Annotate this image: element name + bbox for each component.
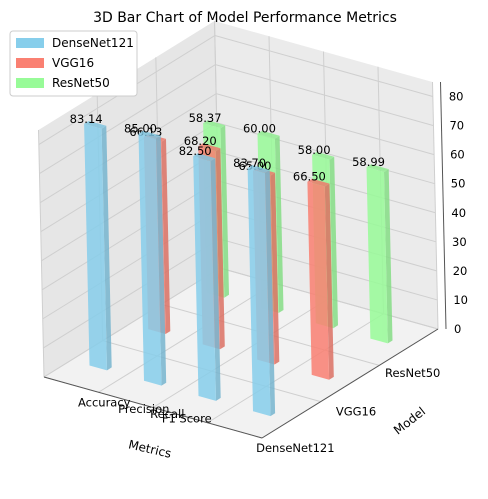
x-tick-label: F1 Score xyxy=(162,411,212,425)
bar-side xyxy=(210,158,221,401)
grid-line-z xyxy=(40,122,218,233)
bar-front xyxy=(138,133,162,386)
z-tick-label: 20 xyxy=(453,264,468,278)
value-label: 83.14 xyxy=(70,112,103,126)
value-label: 66.50 xyxy=(293,170,326,184)
bar-top xyxy=(138,130,161,139)
grid-line-x xyxy=(432,81,439,330)
value-label: 58.00 xyxy=(298,143,331,157)
bar-side xyxy=(215,148,225,350)
legend-swatch-resnet50 xyxy=(16,78,44,88)
legend-label: VGG16 xyxy=(52,56,94,70)
z-tick-label: 80 xyxy=(449,90,464,104)
grid-line-z xyxy=(39,64,216,175)
grid-line-z xyxy=(41,180,219,291)
y-tick-label: VGG16 xyxy=(336,405,376,419)
y-tick-label: DenseNet121 xyxy=(256,441,334,455)
y-tick-label: ResNet50 xyxy=(385,366,440,380)
bar-resnet50-4 xyxy=(366,164,393,344)
bar-densenet121-4 xyxy=(247,165,276,417)
value-label: 60.00 xyxy=(243,122,276,136)
bar-front xyxy=(366,167,388,344)
legend-label: DenseNet121 xyxy=(52,36,134,50)
bar-side xyxy=(220,125,229,298)
x-axis-label: Metrics xyxy=(127,437,173,460)
side-pane xyxy=(38,21,220,377)
bar-top xyxy=(193,153,216,162)
bar-top xyxy=(366,164,389,172)
z-tick-label: 50 xyxy=(451,177,466,191)
chart-title: 3D Bar Chart of Model Performance Metric… xyxy=(93,10,397,26)
bar-side xyxy=(270,172,280,365)
value-label: 68.20 xyxy=(184,134,217,148)
bar-top xyxy=(84,121,107,129)
legend: DenseNet121 VGG16 ResNet50 xyxy=(9,30,138,97)
bar-side xyxy=(156,135,167,386)
bar-side xyxy=(265,170,276,417)
grid-line-y xyxy=(38,129,45,378)
grid-line-x xyxy=(152,298,330,408)
legend-swatch-densenet121 xyxy=(16,38,44,48)
grid-line-z xyxy=(39,93,217,204)
x-tick-label: Recall xyxy=(150,407,184,421)
x-tick-label: Accuracy xyxy=(78,396,131,410)
bar-side xyxy=(161,138,171,334)
bar-densenet121-1 xyxy=(84,121,112,371)
z-tick-label: 70 xyxy=(449,119,464,133)
value-label: 82.50 xyxy=(179,144,212,158)
x-axis-line xyxy=(43,376,263,439)
bar-top xyxy=(247,165,270,173)
grid-line-z xyxy=(41,151,218,262)
bar-front xyxy=(307,181,330,380)
grid-line-z xyxy=(43,238,220,349)
z-tick-label: 0 xyxy=(454,322,461,336)
bar-front xyxy=(193,156,216,401)
z-tick-label: 10 xyxy=(453,293,468,307)
value-label: 83.70 xyxy=(233,156,266,170)
grid-line-z xyxy=(42,209,219,320)
bar-side xyxy=(329,156,338,329)
bar-top xyxy=(312,151,335,160)
y-axis-line xyxy=(261,328,439,439)
bar-front xyxy=(84,123,107,371)
bar-top xyxy=(198,143,221,152)
bars: 58.3760.0058.0058.9966.1368.2065.0066.50… xyxy=(70,111,393,417)
grid-line-x xyxy=(43,267,221,378)
bar-side xyxy=(101,125,112,371)
bar-side xyxy=(324,183,334,380)
x-tick-label: Precision xyxy=(118,402,169,416)
value-label: 85.00 xyxy=(124,122,157,136)
bar-side xyxy=(384,169,393,344)
z-tick-label: 40 xyxy=(451,206,466,220)
value-label: 58.99 xyxy=(352,155,385,169)
legend-label: ResNet50 xyxy=(52,76,110,90)
bar-top xyxy=(307,178,330,187)
z-axis-line xyxy=(440,81,447,330)
bar-front xyxy=(247,168,271,417)
bar-top xyxy=(257,130,280,139)
bar-vgg16-4 xyxy=(307,178,334,380)
y-axis-label: Model xyxy=(391,404,428,437)
z-tick-label: 30 xyxy=(452,235,467,249)
grid-line-x xyxy=(207,313,384,424)
bar-top xyxy=(203,120,226,129)
z-tick-label: 60 xyxy=(450,148,465,162)
value-label: 58.37 xyxy=(189,111,222,125)
bar-densenet121-3 xyxy=(193,153,221,401)
grid-line-x xyxy=(98,282,275,393)
bar-densenet121-2 xyxy=(138,130,167,386)
legend-swatch-vgg16 xyxy=(16,58,44,68)
bar-side xyxy=(274,135,284,313)
